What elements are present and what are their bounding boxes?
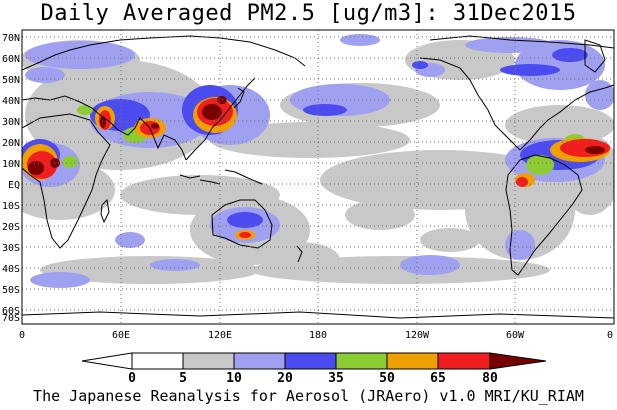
lat-label: 20N (2, 138, 20, 149)
colorbar-label: 65 (430, 371, 446, 386)
colorbar-swatch (284, 352, 337, 370)
colorbar-label: 80 (482, 371, 498, 386)
colorbar (81, 352, 547, 370)
graticule (22, 30, 614, 324)
colorbar-swatch (386, 352, 439, 370)
map-title: Daily Averaged PM2.5 [ug/m3]: 31Dec2015 (40, 1, 577, 26)
colorbar-labels: 0 5 10 20 35 50 65 80 (128, 371, 498, 386)
lat-label: 70S (2, 313, 20, 324)
colorbar-swatch (131, 352, 184, 370)
lat-label: 60S (2, 306, 20, 317)
lat-label: 30N (2, 117, 20, 128)
footer-credit: The Japanese Reanalysis for Aerosol (JRA… (33, 387, 584, 405)
lat-label: 10S (2, 201, 20, 212)
colorbar-swatch (233, 352, 286, 370)
lat-label: 10N (2, 159, 20, 170)
lat-label: 40N (2, 96, 20, 107)
lat-label: 60N (2, 54, 20, 65)
colorbar-label: 5 (179, 371, 187, 386)
colorbar-label: 20 (277, 371, 293, 386)
lon-label: 60W (506, 330, 525, 341)
colorbar-label: 35 (328, 371, 344, 386)
lat-label: 20S (2, 222, 20, 233)
lat-label: 40S (2, 264, 20, 275)
colorbar-label: 0 (128, 371, 136, 386)
lon-label: 120E (208, 330, 232, 341)
lon-label: 120W (405, 330, 430, 341)
lat-label: 50S (2, 285, 20, 296)
lon-label: 60E (112, 330, 130, 341)
pm25-field (22, 34, 614, 288)
colorbar-label: 10 (226, 371, 242, 386)
lat-label: 30S (2, 243, 20, 254)
latitude-labels: 70N 60N 50N 40N 30N 20N 10N EQ 10S 20S 3… (2, 33, 20, 324)
colorbar-swatch (335, 352, 388, 370)
lon-label: 0 (19, 330, 25, 341)
map-frame (21, 29, 615, 325)
coastlines (22, 35, 614, 319)
colorbar-swatch (182, 352, 235, 370)
colorbar-swatch (437, 352, 491, 370)
lat-label: 50N (2, 75, 20, 86)
lat-label: EQ (8, 180, 20, 191)
lat-label: 70N (2, 33, 20, 44)
colorbar-low-arrow (81, 352, 133, 370)
lon-label: 0 (607, 330, 613, 341)
colorbar-label: 50 (379, 371, 395, 386)
lon-label: 180 (309, 330, 327, 341)
colorbar-high-arrow (489, 352, 547, 370)
longitude-labels: 0 60E 120E 180 120W 60W 0 (19, 330, 613, 341)
